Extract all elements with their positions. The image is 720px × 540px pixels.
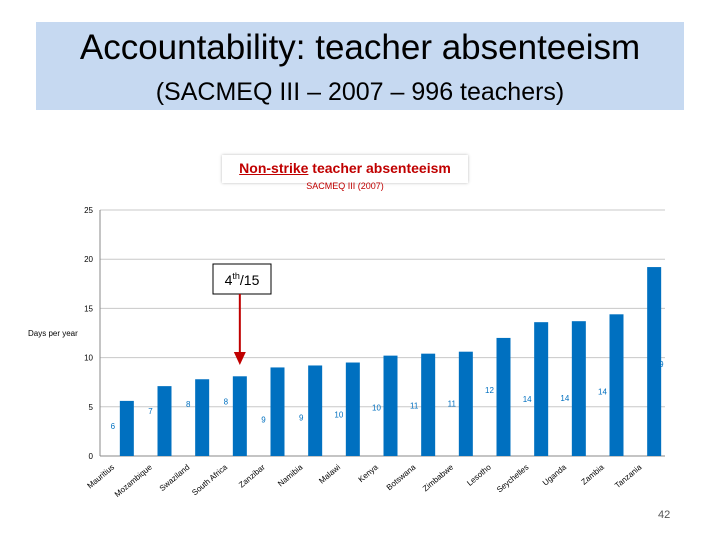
x-tick-label: Zambia: [580, 462, 607, 486]
bar-value-label: 12: [485, 386, 494, 395]
annotation-text: 4th/15: [225, 271, 260, 288]
x-tick-label: South Africa: [190, 462, 229, 497]
bar: [534, 322, 549, 456]
y-tick-label: 0: [89, 452, 94, 461]
bar-value-label: 9: [299, 413, 304, 422]
annotation-box: [212, 263, 272, 295]
y-tick-label: 10: [84, 354, 93, 363]
chart-title-underlined: Non-strike: [239, 160, 309, 176]
slide-title: Accountability: teacher absenteeism: [79, 28, 641, 67]
x-tick-label: Swaziland: [158, 463, 192, 493]
x-tick-label: Tanzania: [613, 462, 644, 490]
bar-value-label: 8: [224, 397, 229, 406]
bar-value-label: 14: [598, 387, 607, 396]
x-tick-label: Kenya: [357, 462, 381, 484]
bar-value-label: 7: [148, 407, 153, 416]
x-tick-label: Botswana: [385, 462, 418, 492]
x-tick-label: Seychelles: [495, 463, 530, 495]
bar: [157, 386, 172, 456]
chart-title: Non-strike teacher absenteeism: [222, 160, 468, 176]
y-tick-label: 25: [84, 206, 93, 215]
x-tick-label: Zimbabwe: [421, 462, 455, 493]
x-tick-label: Namibia: [276, 462, 305, 488]
y-axis-label: Days per year: [28, 329, 78, 338]
bar-value-label: 8: [186, 400, 191, 409]
title-banner: Accountability: teacher absenteeism (SAC…: [36, 22, 684, 110]
bar-value-label: 19: [655, 360, 664, 369]
x-tick-label: Mozambique: [113, 462, 154, 499]
bar: [119, 400, 134, 456]
bar: [383, 355, 398, 456]
x-tick-label: Lesotho: [465, 462, 493, 488]
y-tick-label: 20: [84, 255, 93, 264]
bar-value-label: 14: [560, 394, 569, 403]
bar-value-label: 11: [410, 402, 419, 411]
bar: [571, 321, 586, 456]
x-tick-label: Zanzibar: [237, 462, 267, 489]
bar: [308, 365, 323, 456]
bar: [345, 362, 360, 456]
bar: [496, 337, 511, 456]
chart-title-rest: teacher absenteeism: [308, 160, 451, 176]
bar: [232, 376, 247, 456]
slide-subtitle: (SACMEQ III – 2007 – 996 teachers): [155, 78, 565, 106]
chart-title-box: Non-strike teacher absenteeism: [222, 155, 468, 183]
bar: [270, 367, 285, 456]
page-number: 42: [658, 509, 671, 521]
bar-value-label: 14: [523, 395, 532, 404]
bar: [609, 314, 624, 456]
chart-subtitle: SACMEQ III (2007): [306, 181, 384, 191]
bar-value-label: 11: [448, 400, 457, 409]
bar-value-label: 9: [261, 415, 266, 424]
bar: [421, 353, 436, 456]
bar: [647, 267, 662, 456]
bar: [458, 351, 473, 456]
bar-value-label: 10: [372, 404, 381, 413]
x-tick-label: Malawi: [317, 463, 342, 486]
bar: [195, 379, 210, 456]
y-tick-label: 15: [84, 304, 93, 313]
bar-value-label: 6: [111, 422, 116, 431]
x-tick-label: Uganda: [541, 462, 569, 487]
x-tick-label: Mauritius: [85, 463, 116, 491]
annotation-arrow-head: [233, 352, 246, 365]
y-tick-label: 5: [89, 403, 94, 412]
bar-value-label: 10: [334, 411, 343, 420]
